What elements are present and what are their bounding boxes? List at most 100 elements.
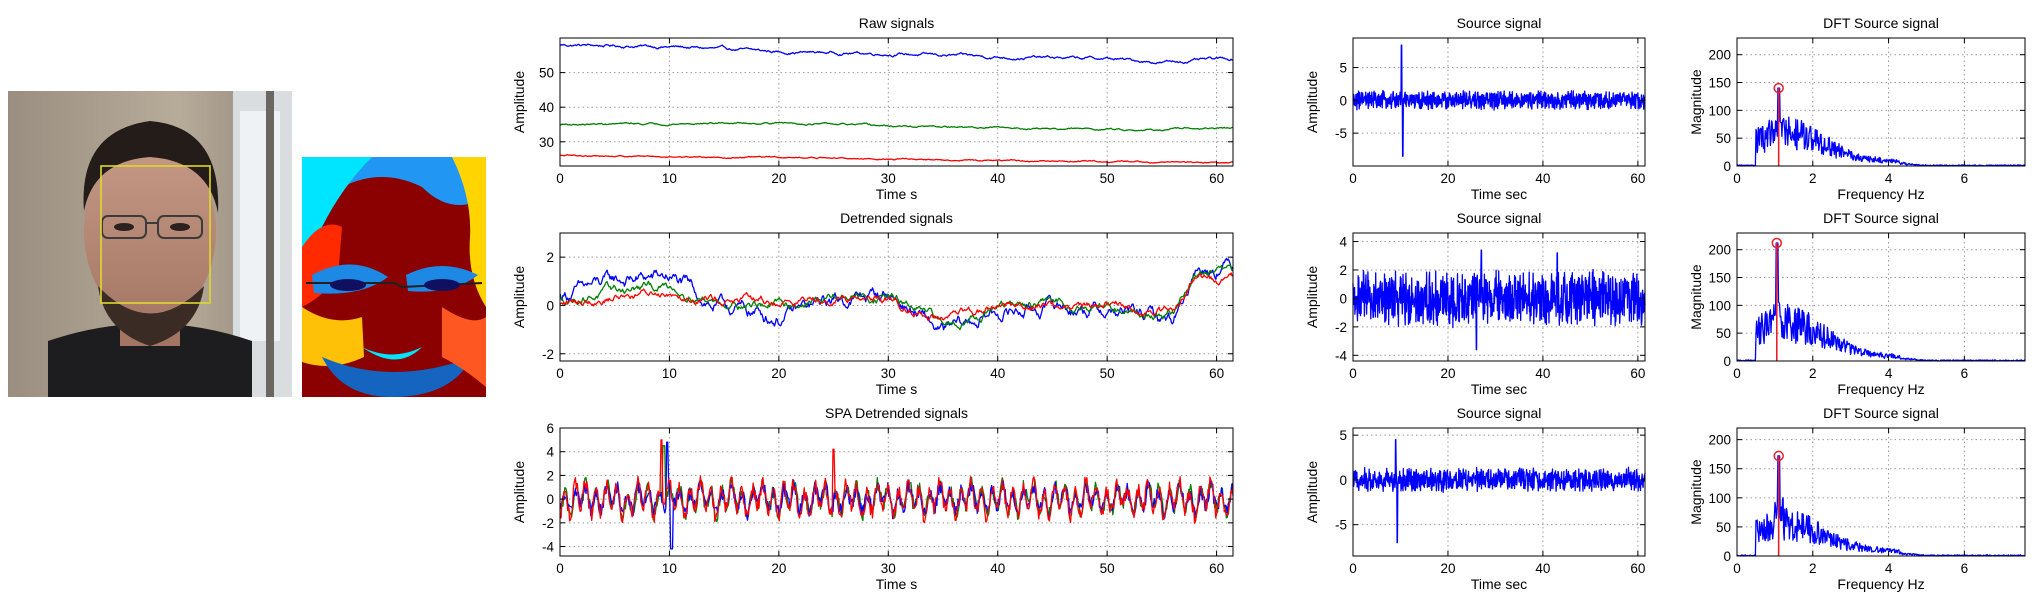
series-blue [559,43,1234,65]
x-tick-label: 0 [1733,366,1741,381]
y-tick-label: 200 [1708,48,1731,63]
x-tick-label: 0 [1349,561,1357,576]
y-axis-label: Amplitude [511,461,527,523]
x-tick-label: 60 [1630,366,1645,381]
y-tick-label: 0 [546,492,554,507]
y-axis-label: Magnitude [1688,69,1704,135]
x-axis-label: Time s [876,186,917,202]
x-axis-label: Time s [876,381,917,397]
x-tick-label: 0 [556,561,564,576]
y-axis-label: Amplitude [511,266,527,328]
y-tick-label: 5 [1339,428,1347,443]
x-tick-label: 40 [1535,171,1550,186]
axes-frame [559,232,1234,362]
x-tick-label: 20 [1440,561,1455,576]
x-tick-label: 30 [881,561,896,576]
x-axis-label: Frequency Hz [1837,381,1924,397]
y-axis-label: Magnitude [1688,459,1704,525]
series-red [559,272,1234,322]
y-tick-label: 200 [1708,433,1731,448]
x-tick-label: 10 [662,366,677,381]
x-tick-label: 40 [1535,561,1550,576]
x-tick-label: 4 [1885,561,1893,576]
chart-title: Raw signals [859,15,934,31]
x-tick-label: 0 [1733,171,1741,186]
y-tick-label: 0 [1339,291,1347,306]
y-tick-label: 4 [1339,235,1347,250]
x-tick-label: 50 [1100,366,1115,381]
chart-src1: 0 20 40 60 -5 0 5 Source signal Time sec Amplitud… [1304,15,1646,202]
axes-frame [1352,427,1646,557]
axes-frame [1352,232,1646,362]
x-tick-label: 40 [990,171,1005,186]
x-tick-label: 20 [1440,171,1455,186]
peak-marker [1773,82,1784,94]
x-tick-label: 40 [990,561,1005,576]
series-green [559,264,1234,331]
chart-title: SPA Detrended signals [825,405,968,421]
x-tick-label: 30 [881,366,896,381]
x-axis-label: Frequency Hz [1837,186,1924,202]
chart-dft3: 0 2 4 6 0 50 100 150 200 DFT Source signal Frequen… [1688,405,2026,592]
chart-dft2: 0 2 4 6 0 50 100 150 200 DFT Source signal Frequen… [1688,210,2026,397]
y-tick-label: 0 [1723,354,1731,369]
y-tick-label: 150 [1708,76,1731,91]
x-tick-label: 40 [1535,366,1550,381]
chart-title: Source signal [1457,210,1542,226]
x-axis-label: Time sec [1471,381,1527,397]
y-tick-label: 150 [1708,271,1731,286]
y-axis-label: Amplitude [511,71,527,133]
y-tick-label: 0 [1723,549,1731,564]
chart-title: Detrended signals [840,210,953,226]
x-tick-label: 2 [1809,171,1817,186]
chart-dft1: 0 2 4 6 0 50 100 150 200 DFT Source signal Frequen… [1688,15,2026,202]
y-axis-label: Amplitude [1304,461,1320,523]
series-source [1352,249,1646,351]
y-tick-label: 50 [1716,326,1731,341]
roi-heatmap [302,157,486,397]
x-tick-label: 6 [1961,366,1969,381]
x-axis-label: Time sec [1471,576,1527,592]
x-tick-label: 2 [1809,561,1817,576]
chart-spa: 0 10 20 30 40 50 60 -4 -2 0 2 4 6 SPA Detrended signa… [511,405,1234,592]
peak-marker [1773,450,1784,462]
y-tick-label: 150 [1708,462,1731,477]
x-tick-label: 6 [1961,171,1969,186]
x-tick-label: 0 [1733,561,1741,576]
x-tick-label: 60 [1209,171,1224,186]
y-tick-label: 0 [1723,159,1731,174]
x-axis-label: Time sec [1471,186,1527,202]
x-tick-label: 60 [1630,561,1645,576]
y-tick-label: 40 [539,100,554,115]
y-axis-label: Amplitude [1304,266,1320,328]
x-tick-label: 2 [1809,366,1817,381]
axes-frame [1736,232,2026,362]
y-tick-label: 2 [1339,263,1347,278]
x-tick-label: 4 [1885,366,1893,381]
plot-area [1737,233,2025,361]
x-tick-label: 50 [1100,561,1115,576]
x-axis-label: Frequency Hz [1837,576,1924,592]
y-tick-label: 4 [546,445,554,460]
x-tick-label: 50 [1100,171,1115,186]
chart-src3: 0 20 40 60 -5 0 5 Source signal Time sec Amplitud… [1304,405,1646,592]
axes-frame [1352,37,1646,167]
series-red [559,439,1234,524]
x-tick-label: 6 [1961,561,1969,576]
x-axis-label: Time s [876,576,917,592]
plot-area [560,38,1233,166]
series-red [559,154,1234,164]
x-tick-label: 0 [556,366,564,381]
y-tick-label: 0 [1339,93,1347,108]
y-tick-label: 0 [546,298,554,313]
x-tick-label: 4 [1885,171,1893,186]
peak-marker [1771,237,1783,249]
y-tick-label: 2 [546,468,554,483]
y-tick-label: 50 [1716,131,1731,146]
y-tick-label: 5 [1339,61,1347,76]
axes-frame [559,427,1234,557]
chart-raw: 0 10 20 30 40 50 60 30 40 50 Raw signals Time s Ampl… [511,15,1234,202]
y-tick-label: -2 [542,516,554,531]
